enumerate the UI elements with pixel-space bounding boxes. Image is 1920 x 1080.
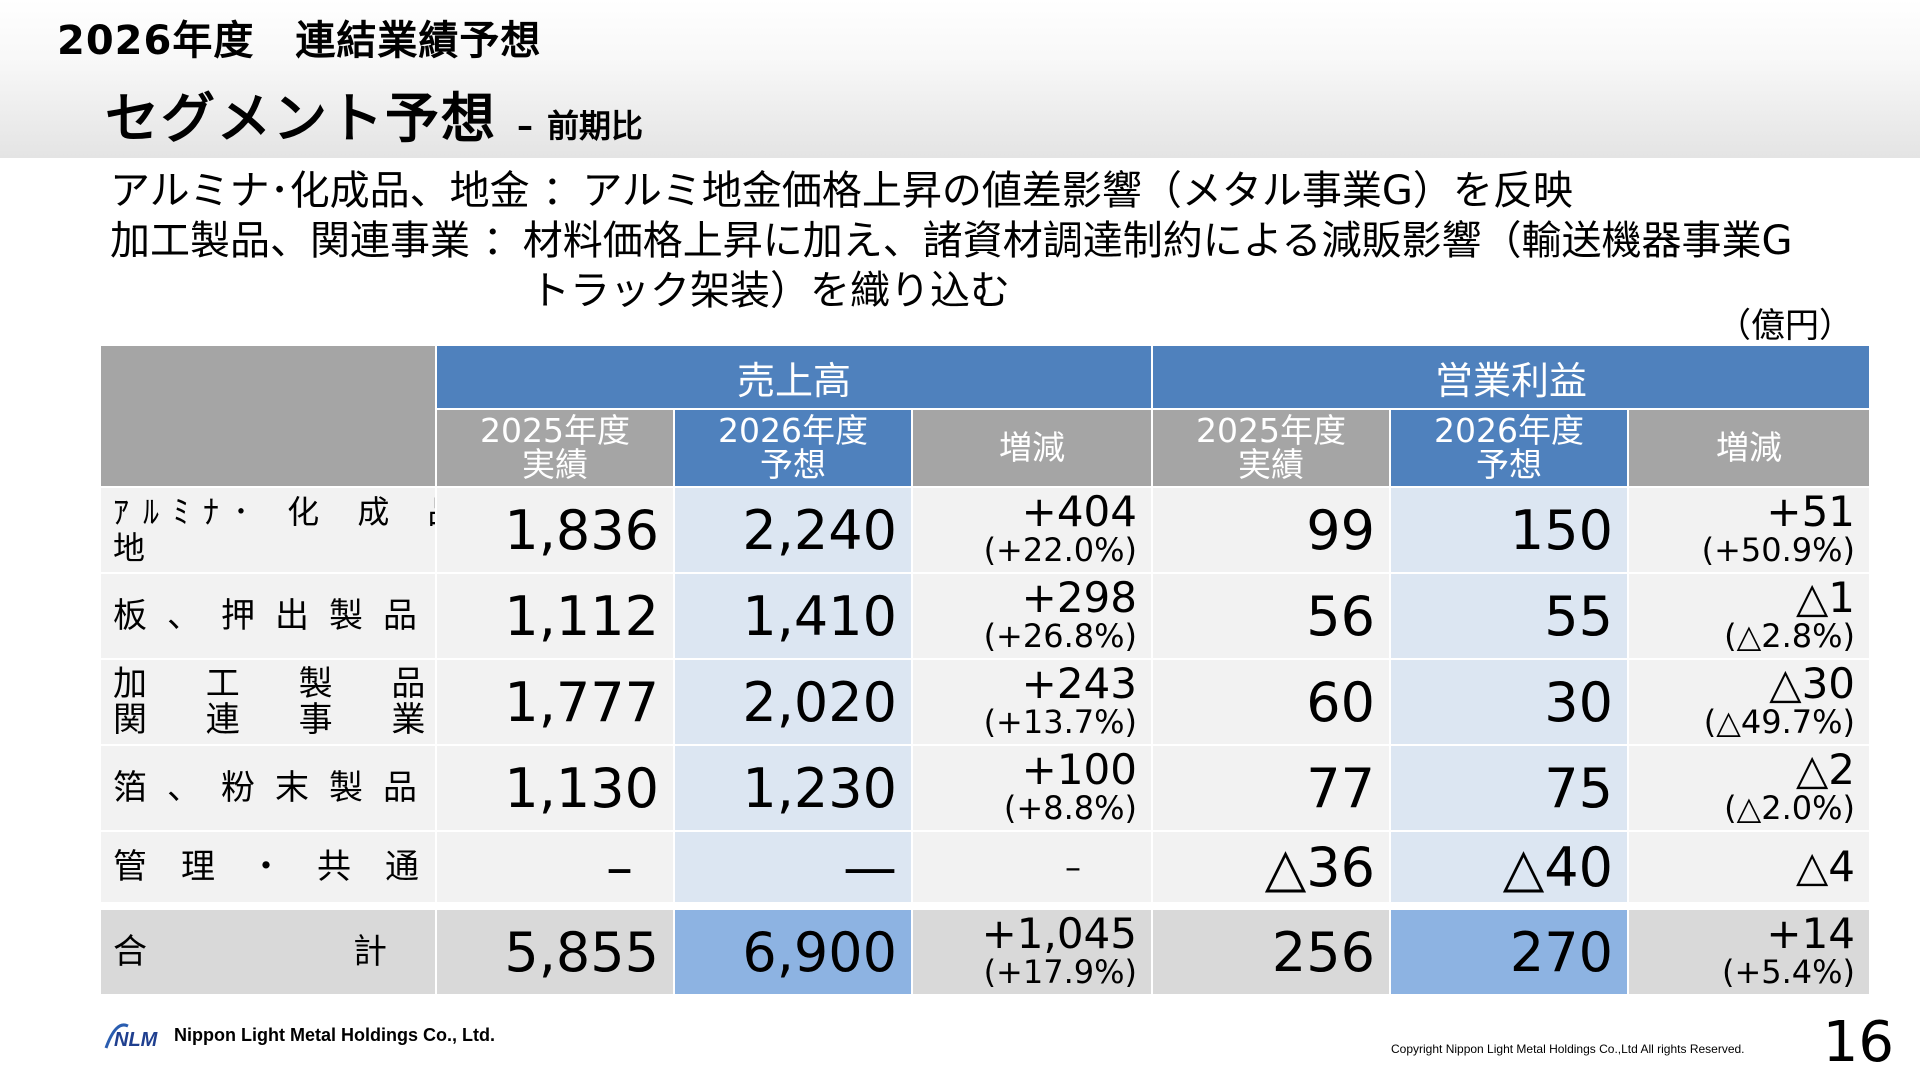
op-forecast: 55 (1389, 572, 1629, 660)
op-forecast: 30 (1389, 658, 1629, 746)
copyright: Copyright Nippon Light Metal Holdings Co… (1391, 1042, 1745, 1056)
sales-change: +298 (+26.8%) (911, 572, 1153, 660)
table-gap (98, 902, 1872, 910)
page-title-dash: – (517, 107, 533, 145)
col-header-op-prev: 2025年度 実績 (1151, 408, 1391, 488)
row-label: 板、押出製品 (99, 572, 437, 660)
op-change: △1 (△2.8%) (1626, 572, 1872, 660)
op-prev: 60 (1151, 658, 1391, 746)
table-row-total: 合 計 5,855 6,900 +1,045 (+17.9%) 256 270 +… (99, 908, 1872, 996)
header-band (0, 0, 1920, 158)
op-forecast: 75 (1389, 744, 1629, 832)
sales-prev: 1,777 (435, 658, 675, 746)
col-header-sales-prev: 2025年度 実績 (435, 408, 675, 488)
row-label-total: 合 計 (99, 908, 437, 996)
op-change: +51 (+50.9%) (1626, 486, 1872, 574)
page-number: 16 (1822, 1010, 1894, 1075)
table-row: 箔、粉末製品 1,130 1,230 +100 (+8.8%) 77 75 △2(… (99, 744, 1872, 832)
group-header-sales: 売上高 (435, 344, 1153, 410)
sales-change-total: +1,045 (+17.9%) (911, 908, 1153, 996)
notes: アルミナ･化成品、地金 ：アルミ地金価格上昇の値差影響（メタル事業G）を反映 加… (110, 166, 1793, 316)
note-line-2: 加工製品、関連事業 ：材料価格上昇に加え、諸資材調達制約による減販影響（輸送機器… (110, 218, 1793, 264)
unit-label: （億円） (1717, 306, 1853, 346)
op-forecast: △40 (1389, 830, 1629, 904)
segment-forecast-table: 売上高 営業利益 2025年度 実績 2026年度 予想 増減 2025年度 実績 2… (98, 344, 1872, 996)
sales-prev: 1,130 (435, 744, 675, 832)
sales-change: +100 (+8.8%) (911, 744, 1153, 832)
op-prev: 99 (1151, 486, 1391, 574)
fiscal-year-title: 2026年度 連結業績予想 (57, 18, 542, 64)
col-header-sales-change: 増減 (911, 408, 1153, 488)
sales-change: – (911, 830, 1153, 904)
sales-forecast: 1,230 (673, 744, 913, 832)
sales-prev: 1,836 (435, 486, 675, 574)
op-prev: 77 (1151, 744, 1391, 832)
table-row: 管理・共通 – — – △36 △40 △4 (99, 830, 1872, 904)
op-prev: △36 (1151, 830, 1391, 904)
page-title-main: セグメント予想 (105, 87, 497, 150)
note-line-3: トラック架装）を織り込む (530, 268, 1010, 314)
nlm-logo-icon: NLM (104, 1023, 159, 1051)
sales-prev: 1,112 (435, 572, 675, 660)
row-label: 箔、粉末製品 (99, 744, 437, 832)
page-title: セグメント予想 – 前期比 (105, 74, 643, 153)
op-change: △30 (△49.7%) (1626, 658, 1872, 746)
company-logo: NLM Nippon Light Metal Holdings Co., Ltd… (104, 1018, 495, 1052)
row-label: ｱﾙﾐﾅ･ 化 成 品 、地 金 (99, 486, 437, 574)
sales-prev-total: 5,855 (435, 908, 675, 996)
table-row: 加 工 製 品 、関 連 事 業 1,777 2,020 +243(+13.7%… (99, 658, 1872, 746)
sales-change: +404 (+22.0%) (911, 486, 1153, 574)
op-change-total: +14 (+5.4%) (1626, 908, 1872, 996)
table-row: 板、押出製品 1,112 1,410 +298 (+26.8%) 56 55 △1… (99, 572, 1872, 660)
col-header-sales-forecast: 2026年度 予想 (673, 408, 913, 488)
sales-forecast: 2,240 (673, 486, 913, 574)
row-label: 加 工 製 品 、関 連 事 業 (99, 658, 437, 746)
group-header-op-profit: 営業利益 (1150, 344, 1872, 410)
op-change: △2 (△2.0%) (1626, 744, 1872, 832)
header-corner (99, 344, 437, 488)
company-name: Nippon Light Metal Holdings Co., Ltd. (174, 1024, 495, 1045)
page-title-sub: 前期比 (547, 107, 644, 145)
sales-forecast: 2,020 (673, 658, 913, 746)
op-forecast: 150 (1389, 486, 1629, 574)
sales-change: +243 (+13.7%) (911, 658, 1153, 746)
op-change: △4 (1626, 830, 1872, 904)
op-prev: 56 (1151, 572, 1391, 660)
row-label: 管理・共通 (99, 830, 437, 904)
sales-forecast: — (673, 830, 913, 904)
table-row: ｱﾙﾐﾅ･ 化 成 品 、地 金 1,836 2,240 +404(+22.0%… (99, 486, 1872, 574)
op-prev-total: 256 (1151, 908, 1391, 996)
svg-text:NLM: NLM (114, 1029, 159, 1051)
col-header-op-change: 増減 (1626, 408, 1872, 488)
sales-forecast-total: 6,900 (673, 908, 913, 996)
note-line-1: アルミナ･化成品、地金 ：アルミ地金価格上昇の値差影響（メタル事業G）を反映 (110, 168, 1573, 214)
sales-forecast: 1,410 (673, 572, 913, 660)
op-forecast-total: 270 (1389, 908, 1629, 996)
sales-prev: – (435, 830, 675, 904)
col-header-op-forecast: 2026年度 予想 (1389, 408, 1629, 488)
